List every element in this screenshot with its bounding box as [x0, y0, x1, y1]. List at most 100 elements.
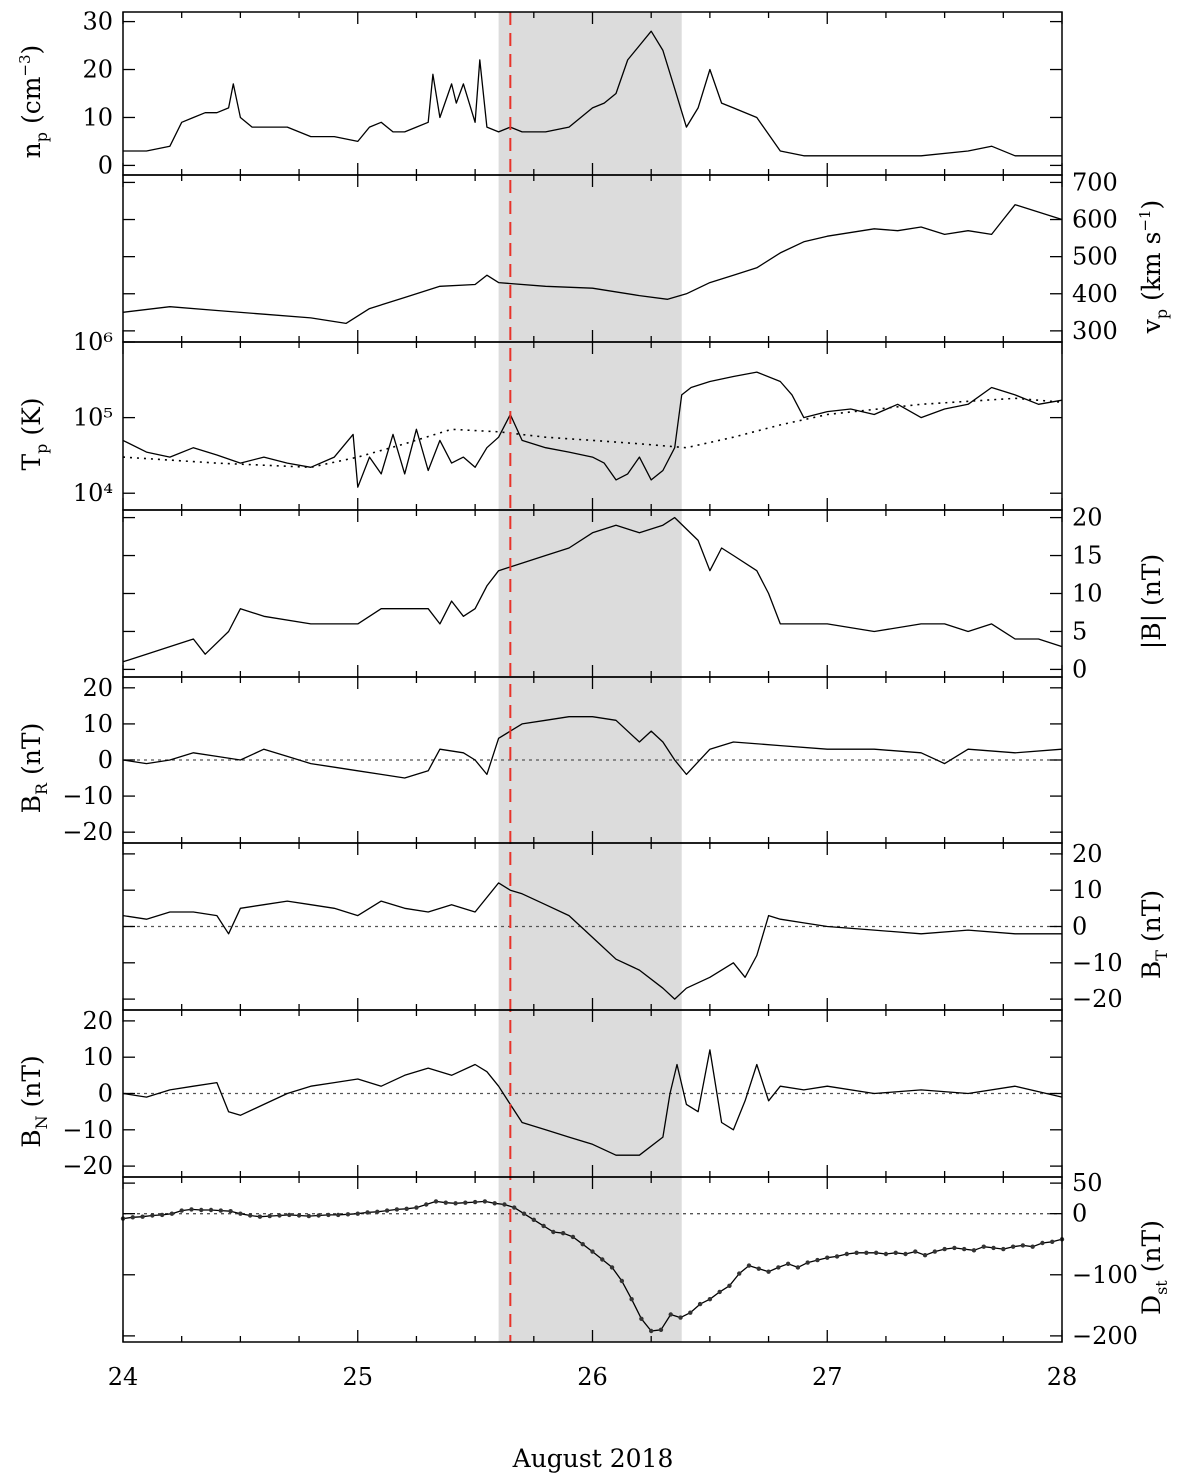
- dst-point-9: [208, 1207, 214, 1213]
- dst-axis-title-sub: st: [1152, 1280, 1171, 1295]
- dst-point-57: [678, 1315, 683, 1320]
- br-series-0: [122, 716, 1063, 779]
- panel-frames-layer: [122, 11, 1063, 1343]
- dst-point-56: [668, 1312, 673, 1317]
- dst-point-66: [766, 1269, 771, 1274]
- b-tick-label-0: 0: [1072, 655, 1087, 683]
- bt-axis-title: BT (nT): [1137, 890, 1171, 979]
- dst-point-82: [922, 1253, 928, 1258]
- dst-point-47: [580, 1242, 585, 1247]
- dst-point-60: [707, 1297, 713, 1302]
- bn-axis-title: BN (nT): [17, 1055, 51, 1148]
- vp-tick-label-4: 700: [1072, 168, 1118, 196]
- dst-point-29: [404, 1206, 409, 1211]
- b-axis-title-main: |B| (nT): [1137, 554, 1167, 649]
- dst-point-78: [883, 1251, 889, 1257]
- np-axis-title-end: ): [17, 45, 46, 55]
- dst-axis-title: Dst (nT): [1137, 1220, 1171, 1315]
- dst-point-27: [384, 1208, 390, 1213]
- dst-point-34: [453, 1201, 458, 1206]
- dst-point-22: [335, 1212, 341, 1218]
- vp-axis-title-end: ): [1137, 200, 1166, 210]
- dst-point-40: [512, 1205, 517, 1210]
- dst-point-4: [159, 1212, 165, 1218]
- dst-tick-label-3: 50: [1072, 1169, 1103, 1197]
- dst-point-20: [316, 1213, 321, 1218]
- dst-point-5: [169, 1211, 175, 1216]
- dst-point-37: [482, 1199, 488, 1204]
- dst-point-48: [590, 1249, 595, 1254]
- x-tick-label-26: 26: [577, 1363, 608, 1391]
- bn-tick-label-2: 0: [98, 1080, 113, 1108]
- vp-axis-title-sub: p: [1152, 309, 1171, 319]
- dst-tick-label-2: 0: [1072, 1200, 1087, 1228]
- vp-series-0: [122, 204, 1063, 325]
- panel-tp: 10⁴ 10⁵ 10⁶ Tp (K): [17, 328, 1063, 507]
- b-tick-label-3: 15: [1072, 542, 1103, 570]
- dst-point-55: [658, 1327, 664, 1332]
- bt-tick-label-1: −10: [1072, 949, 1123, 977]
- dst-point-24: [355, 1211, 360, 1216]
- tp-tick-label-2: 10⁶: [73, 328, 113, 356]
- dst-point-16: [277, 1213, 282, 1218]
- dst-point-92: [1020, 1243, 1026, 1248]
- dst-point-19: [306, 1213, 312, 1219]
- vp-axis-title-sup: −1: [1136, 209, 1154, 231]
- dst-point-71: [815, 1257, 820, 1263]
- dst-point-79: [893, 1250, 898, 1255]
- bn-series-0: [122, 1049, 1063, 1156]
- np-axis-title-main: n: [17, 142, 46, 158]
- dst-point-75: [854, 1250, 859, 1255]
- dst-point-93: [1030, 1244, 1035, 1249]
- b-tick-label-1: 5: [1072, 617, 1087, 645]
- br-axis-title-main: B: [17, 795, 46, 813]
- dst-point-15: [267, 1213, 272, 1219]
- dst-point-21: [326, 1212, 331, 1218]
- np-tick-label-0: 0: [98, 151, 113, 179]
- dst-point-43: [541, 1223, 546, 1229]
- dst-point-83: [932, 1249, 938, 1254]
- dst-point-28: [394, 1207, 400, 1212]
- dst-point-91: [1010, 1244, 1016, 1249]
- dst-point-31: [424, 1202, 429, 1207]
- panel-vp: 300 400 500 600 700 vp (km s−1): [122, 168, 1171, 345]
- tp-tick-label-1: 10⁵: [73, 404, 113, 432]
- dst-point-73: [834, 1254, 840, 1259]
- dst-point-35: [463, 1200, 468, 1205]
- dst-point-30: [414, 1205, 419, 1210]
- vp-tick-label-2: 500: [1072, 243, 1118, 271]
- np-series-0: [123, 30, 1062, 157]
- dst-point-63: [737, 1271, 742, 1276]
- dst-point-64: [746, 1263, 752, 1268]
- bt-axis-title-sub: T: [1152, 950, 1171, 961]
- br-tick-label-3: 10: [82, 710, 113, 738]
- dst-point-59: [697, 1301, 703, 1307]
- np-axis-title: np (cm−3): [16, 45, 51, 159]
- bn-tick-label-0: −20: [62, 1152, 113, 1180]
- panel-br: −20 −10 0 10 20 BR (nT): [17, 674, 1063, 846]
- bn-tick-label-4: 20: [82, 1007, 113, 1035]
- dst-point-69: [795, 1265, 801, 1270]
- dst-point-86: [961, 1246, 967, 1252]
- dst-point-23: [345, 1212, 351, 1217]
- vp-axis-title-main: v: [1137, 318, 1166, 334]
- dst-point-44: [551, 1229, 556, 1235]
- vp-tick-label-0: 300: [1072, 317, 1118, 345]
- dst-point-10: [218, 1208, 224, 1213]
- np-tick-label-2: 20: [82, 56, 113, 84]
- dst-point-89: [991, 1245, 996, 1251]
- b-tick-label-2: 10: [1072, 580, 1103, 608]
- dst-point-26: [375, 1209, 380, 1215]
- dst-point-1: [130, 1215, 135, 1220]
- dst-point-39: [502, 1202, 507, 1207]
- tp-axis-title-main: T: [17, 454, 46, 471]
- dst-point-14: [257, 1214, 263, 1219]
- np-axis-title-sup: −3: [16, 54, 34, 76]
- panel-bt: −20 −10 0 10 20 BT (nT): [122, 840, 1171, 1013]
- dst-point-88: [981, 1244, 986, 1249]
- br-axis-title-rest: (nT): [17, 723, 46, 783]
- panel-dst: −200 −100 0 50 Dst (nT): [120, 1169, 1171, 1350]
- dst-point-32: [433, 1199, 439, 1204]
- dst-point-51: [619, 1278, 625, 1284]
- dst-point-36: [472, 1199, 478, 1205]
